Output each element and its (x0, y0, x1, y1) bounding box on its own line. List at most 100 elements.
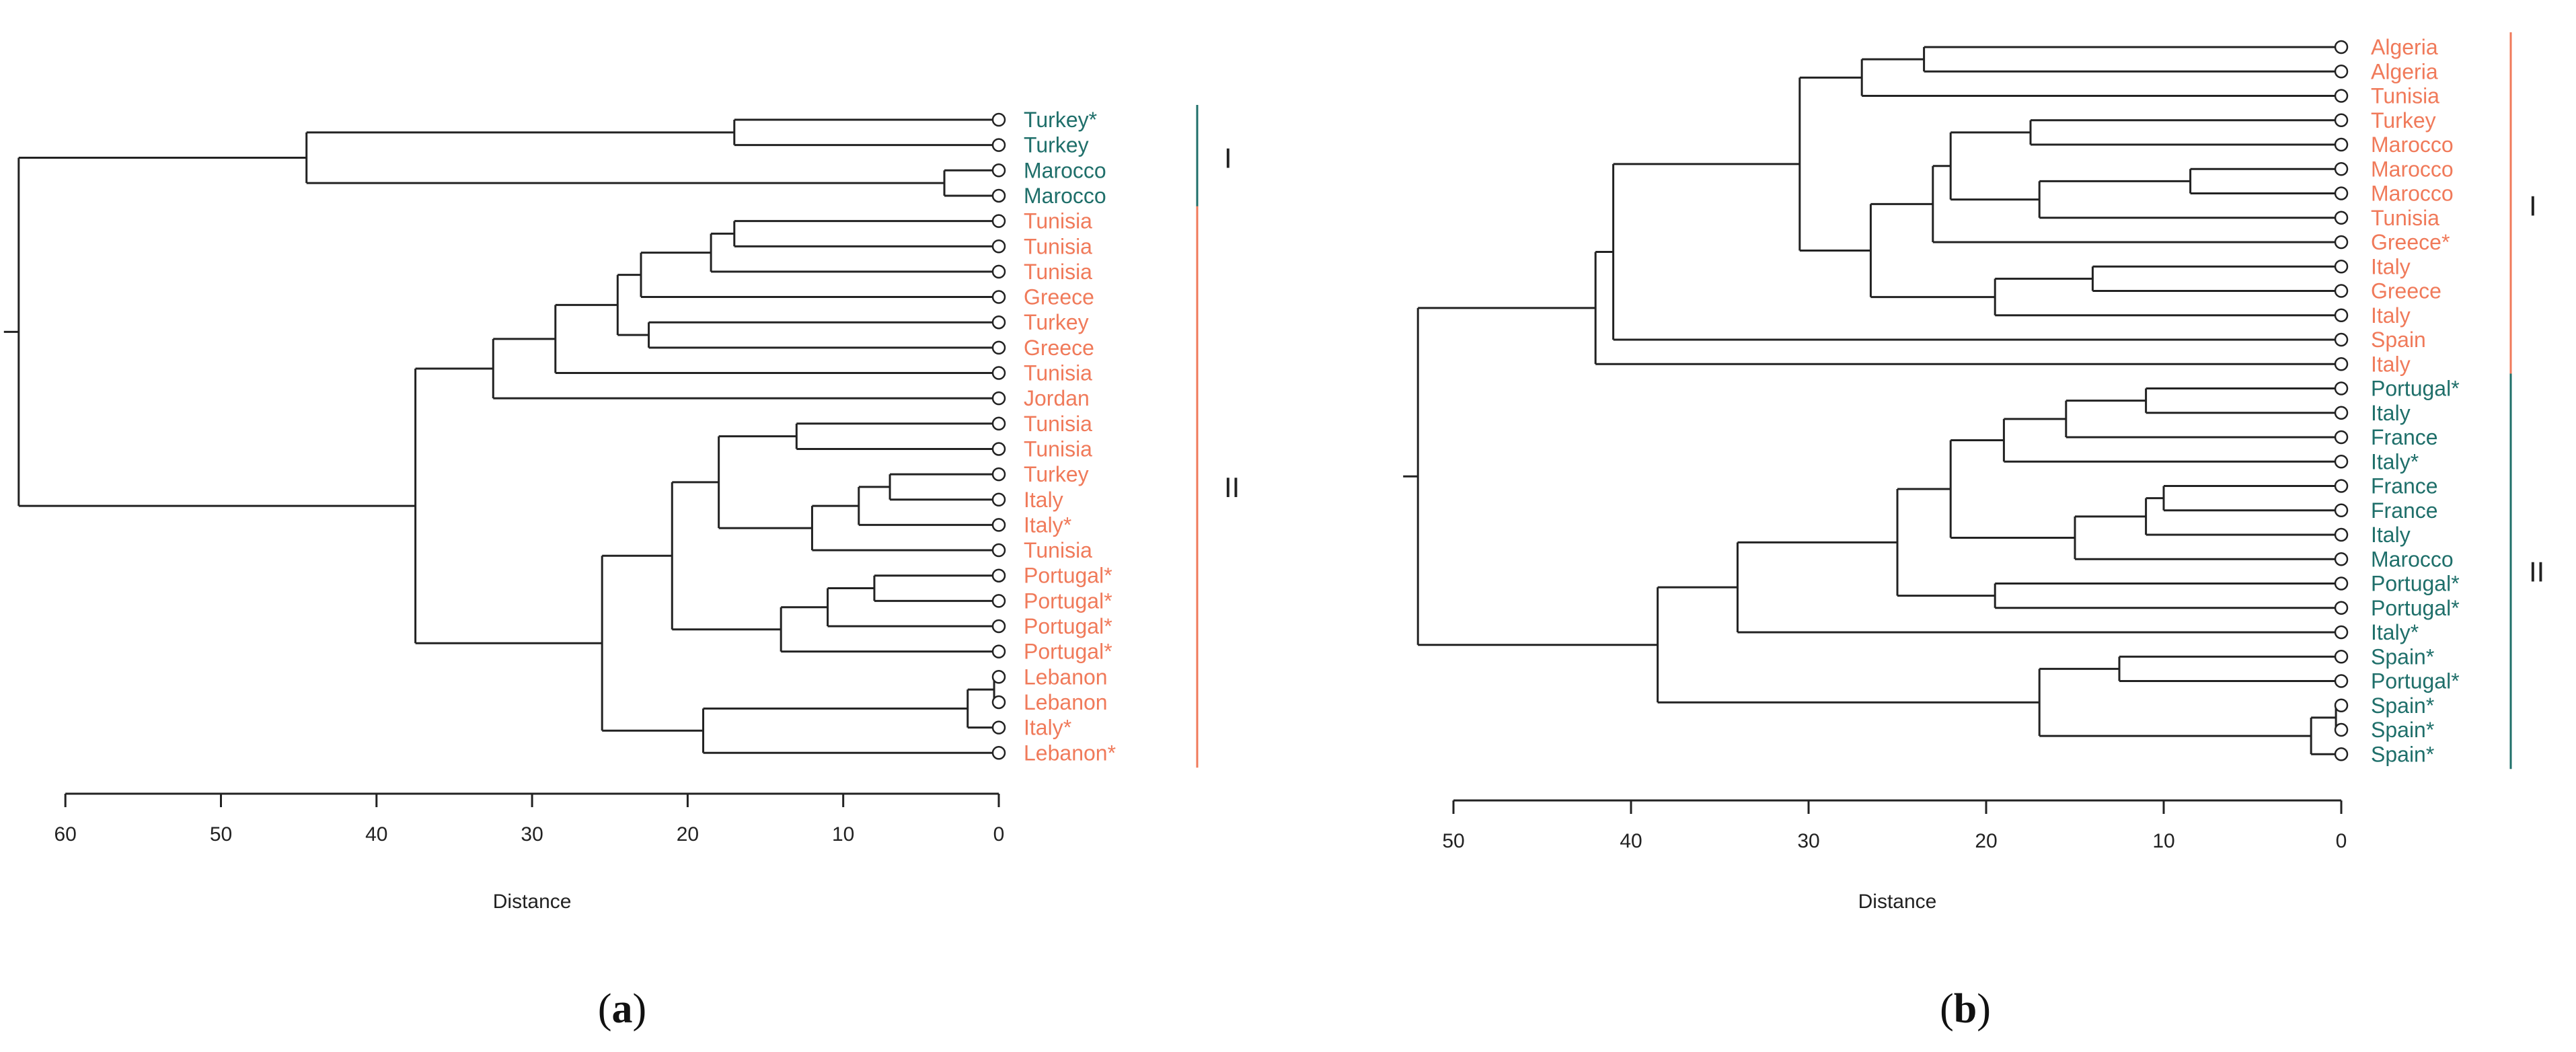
leaf-label: Portugal* (2371, 377, 2460, 401)
leaf-label: Tunisia (2371, 206, 2439, 230)
leaf-marker (2334, 137, 2349, 152)
leaf-marker (991, 416, 1006, 431)
leaf-label: Tunisia (1024, 538, 1092, 562)
panel-caption: (a) (598, 986, 646, 1032)
leaf-marker (991, 619, 1006, 634)
leaf-label: Greece (1024, 285, 1094, 309)
leaf-label: Marocco (2371, 157, 2454, 181)
leaf-marker (991, 340, 1006, 355)
tick-label: 10 (832, 823, 854, 846)
leaf-marker (991, 670, 1006, 684)
leaf-marker (2334, 40, 2349, 54)
tick-label: 0 (993, 823, 1005, 846)
leaf-label: Italy* (2371, 449, 2419, 474)
dendrogram-panel-a: Turkey*TurkeyMaroccoMaroccoTunisiaTunisi… (3, 105, 1240, 1032)
leaf-label: Italy (2371, 254, 2411, 278)
leaf-label: Italy (2371, 401, 2411, 425)
axis-title: Distance (1858, 891, 1937, 913)
leaf-label: Italy (2371, 352, 2411, 376)
leaf-marker (2334, 430, 2349, 445)
leaf-label: Lebanon (1024, 690, 1108, 714)
leaf-label: Italy (1024, 488, 1063, 512)
cluster-label: II (2529, 556, 2544, 587)
leaf-label: Portugal* (1024, 614, 1112, 638)
tick-label: 50 (210, 823, 232, 846)
leaf-label: Jordan (1024, 386, 1090, 410)
leaf-marker (991, 746, 1006, 760)
leaf-label: Turkey (1024, 310, 1089, 334)
leaf-label: Italy* (1024, 513, 1071, 537)
leaf-label: Portugal* (1024, 640, 1112, 664)
leaf-label: Turkey (1024, 462, 1089, 486)
leaf-marker (2334, 406, 2349, 420)
leaf-label: Turkey (1024, 133, 1089, 157)
leaf-marker (2334, 284, 2349, 298)
leaf-marker (2334, 186, 2349, 200)
tick-label: 40 (365, 823, 387, 846)
cluster-label: I (2529, 190, 2537, 222)
leaf-label: Tunisia (1024, 361, 1092, 385)
leaf-label: Portugal* (2371, 572, 2460, 596)
leaf-marker (2334, 162, 2349, 176)
leaf-marker (2334, 332, 2349, 347)
dendrogram-branches (1403, 46, 2341, 755)
leaf-marker (2334, 308, 2349, 322)
leaf-marker (2334, 503, 2349, 517)
panel-caption: (b) (1940, 986, 1991, 1032)
leaf-label: Spain* (2371, 742, 2434, 766)
leaf-marker (2334, 576, 2349, 591)
leaf-label: Tunisia (1024, 412, 1092, 436)
leaf-marker (991, 594, 1006, 608)
leaf-label: Marocco (2371, 182, 2454, 206)
leaf-labels: AlgeriaAlgeriaTunisiaTurkeyMaroccoMarocc… (2334, 35, 2460, 766)
leaf-marker (2334, 552, 2349, 566)
leaf-marker (2334, 674, 2349, 688)
tick-label: 10 (2152, 830, 2174, 852)
leaf-label: Marocco (2371, 547, 2454, 571)
tick-label: 20 (677, 823, 699, 846)
leaf-label: Lebanon (1024, 665, 1108, 689)
leaf-label: Tunisia (2371, 84, 2439, 108)
leaf-marker (991, 467, 1006, 482)
dendrogram-panel-b: AlgeriaAlgeriaTunisiaTurkeyMaroccoMarocc… (1403, 32, 2544, 1032)
leaf-labels: Turkey*TurkeyMaroccoMaroccoTunisiaTunisi… (991, 108, 1116, 765)
leaf-label: Algeria (2371, 35, 2438, 59)
leaf-label: Tunisia (1024, 437, 1092, 461)
leaf-marker (991, 163, 1006, 178)
leaf-label: Marocco (2371, 133, 2454, 157)
leaf-marker (991, 518, 1006, 532)
leaf-label: Greece (2371, 279, 2441, 303)
leaf-label: Spain* (2371, 693, 2434, 718)
leaf-marker (2334, 698, 2349, 712)
leaf-marker (2334, 455, 2349, 469)
leaf-label: Turkey (2371, 108, 2436, 133)
leaf-label: Italy (2371, 303, 2411, 328)
leaf-label: Portugal* (1024, 589, 1112, 613)
leaf-label: Portugal* (2371, 669, 2460, 693)
leaf-label: Greece (1024, 336, 1094, 360)
leaf-marker (2334, 113, 2349, 127)
leaf-marker (991, 644, 1006, 659)
leaf-marker (2334, 260, 2349, 274)
tick-label: 20 (1975, 830, 1997, 852)
leaf-marker (991, 391, 1006, 406)
leaf-marker (2334, 747, 2349, 761)
leaf-label: Marocco (1024, 158, 1106, 182)
leaf-marker (2334, 381, 2349, 396)
leaf-label: Greece* (2371, 230, 2450, 254)
leaf-label: Tunisia (1024, 234, 1092, 258)
caption-paren-close: ) (1977, 986, 1991, 1032)
leaf-marker (2334, 650, 2349, 664)
tick-label: 50 (1442, 830, 1464, 852)
leaf-marker (991, 188, 1006, 203)
leaf-label: Portugal* (2371, 596, 2460, 620)
tick-label: 30 (521, 823, 543, 846)
leaf-marker (2334, 722, 2349, 737)
leaf-label: Turkey* (1024, 108, 1097, 132)
leaf-label: Italy* (1024, 716, 1071, 740)
leaf-marker (2334, 89, 2349, 103)
leaf-label: Spain* (2371, 718, 2434, 742)
leaf-label: France (2371, 425, 2438, 449)
leaf-label: Tunisia (1024, 260, 1092, 284)
caption-paren-open: ( (1940, 986, 1954, 1032)
